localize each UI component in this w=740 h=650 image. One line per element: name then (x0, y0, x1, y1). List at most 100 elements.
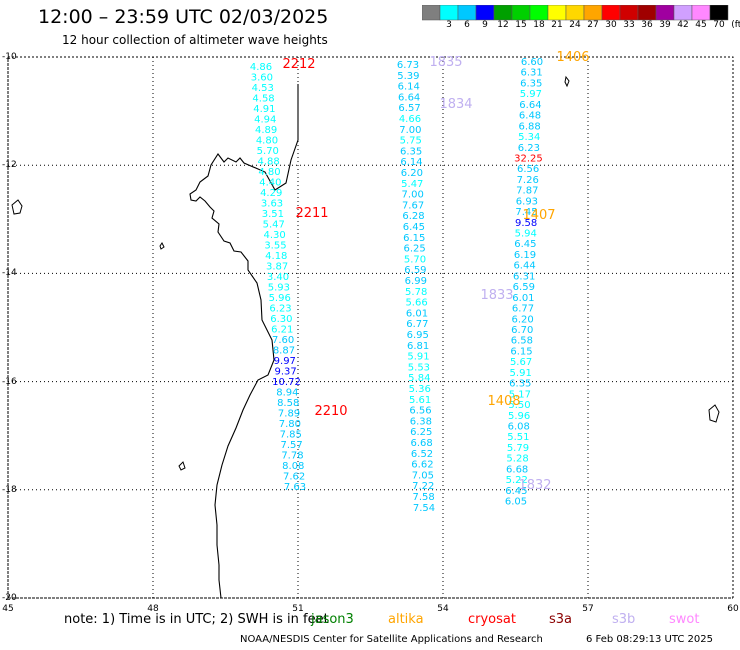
wave-height-tracks: 4.863.604.534.584.914.944.894.805.704.88… (250, 57, 543, 514)
wave-height-label: 6.77 (406, 319, 428, 330)
colorbar-tick-label: 24 (569, 20, 581, 30)
wave-height-label: 7.54 (413, 503, 435, 514)
satellite-pass-label: 1834 (439, 97, 472, 112)
colorbar-tick-label: 36 (641, 20, 653, 30)
wave-height-label: 6.88 (519, 121, 541, 132)
satellite-pass-label: 1832 (518, 478, 551, 493)
wave-height-label: 5.93 (268, 283, 290, 294)
satellite-pass-label: 1406 (556, 50, 589, 65)
wave-height-label: 5.75 (400, 136, 422, 147)
wave-height-label: 5.78 (405, 287, 427, 298)
wave-height-label: 9.97 (274, 356, 296, 367)
island-tromelin (564, 75, 570, 88)
wave-height-label: 6.30 (270, 314, 292, 325)
legend-cryosat: cryosat (468, 612, 516, 627)
wave-height-label: 6.60 (521, 57, 543, 68)
wave-height-label: 3.87 (266, 262, 288, 273)
satellite-pass-label: 1833 (480, 288, 513, 303)
longitude-tick-label: 51 (292, 604, 304, 614)
wave-height-label: 4.80 (256, 136, 278, 147)
wave-height-label: 6.14 (398, 82, 420, 93)
wave-height-label: 6.44 (513, 261, 535, 272)
latitude-tick-label: -20 (2, 593, 17, 603)
wave-height-label: 6.21 (271, 325, 293, 336)
colorbar-tick-label: 9 (482, 20, 488, 30)
legend-s3a: s3a (549, 612, 573, 627)
island-reunion (178, 461, 186, 471)
colorbar-tick-label: 33 (623, 20, 635, 30)
wave-height-label: 6.56 (409, 406, 431, 417)
wave-height-label: 6.73 (397, 60, 419, 71)
wave-height-label: 6.05 (505, 497, 527, 508)
wave-height-label: 4.80 (258, 167, 280, 178)
wave-height-label: 6.68 (411, 438, 433, 449)
wave-height-label: 5.94 (515, 229, 537, 240)
wave-height-label: 5.17 (509, 389, 531, 400)
island-tiny (159, 242, 165, 250)
wave-height-label: 4.94 (254, 115, 276, 126)
colorbar-tick-label: 45 (695, 20, 707, 30)
latitude-tick-label: -18 (2, 484, 17, 495)
wave-height-label: 5.47 (263, 220, 285, 231)
wave-height-label: 32.25 (514, 153, 543, 164)
wave-height-label: 5.91 (407, 352, 429, 363)
colorbar (422, 5, 729, 21)
wave-height-label: 6.35 (400, 146, 422, 157)
wave-height-label: 5.34 (518, 132, 540, 143)
pass-labels: 2212 2211 2210 1835 1834 1833 1832 1406 1407 1408 (282, 50, 589, 493)
wave-height-label: 6.95 (407, 330, 429, 341)
wave-height-label: 6.19 (514, 250, 536, 261)
satellite-pass-label: 2212 (282, 57, 315, 72)
wave-height-label: 3.63 (261, 199, 283, 210)
map-frame (7, 56, 734, 599)
longitude-tick-label: 48 (147, 604, 159, 614)
wave-height-label: 7.00 (399, 125, 421, 136)
wave-height-label: 3.40 (267, 272, 289, 283)
wave-height-label: 7.58 (412, 492, 434, 503)
madagascar-coastline (189, 84, 299, 599)
wave-height-label: 6.23 (269, 304, 291, 315)
wave-height-label: 5.79 (507, 443, 529, 454)
wave-height-label: 5.84 (408, 373, 430, 384)
legend-jason3: jason3 (311, 612, 354, 627)
wave-height-label: 7.45 (515, 207, 537, 218)
wave-height-label: 5.67 (510, 357, 532, 368)
wave-height-label: 6.93 (516, 196, 538, 207)
wave-height-label: 6.45 (505, 486, 527, 497)
wave-height-label: 4.30 (263, 230, 285, 241)
wave-height-label: 6.15 (403, 233, 425, 244)
wave-height-label: 5.51 (507, 432, 529, 443)
wave-height-label: 4.89 (255, 125, 277, 136)
wave-height-label: 7.26 (517, 175, 539, 186)
wave-height-label: 4.40 (259, 178, 281, 189)
wave-height-label: 6.31 (513, 271, 535, 282)
wave-height-label: 4.88 (258, 157, 280, 168)
wave-height-label: 8.94 (276, 388, 298, 399)
colorbar-tick-label: 30 (605, 20, 617, 30)
wave-height-label: 6.70 (511, 325, 533, 336)
map-gridlines (7, 56, 734, 599)
wave-height-label: 3.51 (262, 209, 284, 220)
wave-height-label: 6.59 (513, 282, 535, 293)
wave-height-label: 7.87 (516, 186, 538, 197)
colorbar-tick-label: 21 (551, 20, 563, 30)
wave-height-label: 6.81 (407, 341, 429, 352)
wave-height-label: 10.72 (272, 377, 301, 388)
wave-height-label: 6.52 (411, 449, 433, 460)
wave-height-label: 6.68 (506, 464, 528, 475)
wave-height-label: 5.28 (506, 454, 528, 465)
wave-height-label: 4.53 (252, 83, 274, 94)
wave-height-label: 5.36 (409, 384, 431, 395)
wave-height-label: 5.66 (405, 298, 427, 309)
colorbar-tick-label: 70 (713, 20, 725, 30)
wave-height-label: 6.25 (404, 244, 426, 255)
wave-height-label: 9.58 (515, 218, 537, 229)
wave-height-label: 6.01 (406, 308, 428, 319)
wave-height-label: 7.67 (402, 200, 424, 211)
footer-credit: NOAA/NESDIS Center for Satellite Applica… (240, 634, 543, 645)
wave-height-label: 6.15 (510, 346, 532, 357)
wave-height-label: 4.58 (252, 94, 274, 105)
wave-height-label: 4.66 (399, 114, 421, 125)
wave-height-label: 5.22 (506, 475, 528, 486)
